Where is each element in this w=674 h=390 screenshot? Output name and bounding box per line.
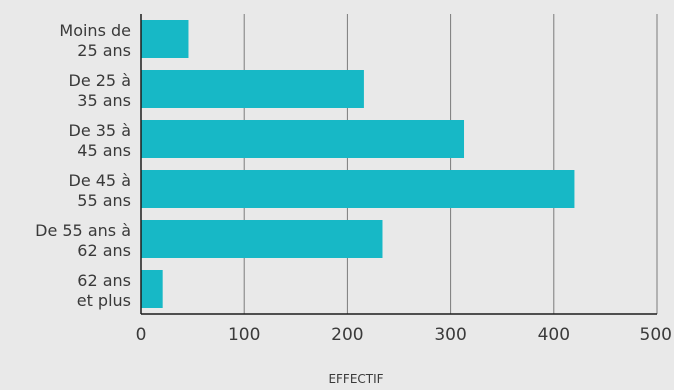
x-tick-labels: 0 100 200 300 400 500 (136, 325, 672, 345)
bar (141, 120, 465, 158)
category-labels: Moins de 25 ans De 25 à 35 ans De 35 à 45 ans… (35, 21, 131, 310)
category-label-line: De 55 ans à (35, 221, 131, 240)
x-tick-label: 200 (331, 325, 363, 345)
category-label-line: et plus (77, 291, 131, 310)
bar (141, 220, 383, 258)
x-tick-label: 0 (136, 325, 147, 345)
category-label-line: De 45 à (69, 171, 132, 190)
bar (141, 20, 189, 58)
x-tick-label: 100 (228, 325, 260, 345)
category-label-line: De 25 à (69, 71, 132, 90)
category-label: De 45 à 55 ans (69, 171, 132, 210)
category-label-line: De 35 à (69, 121, 132, 140)
x-tick-label: 300 (434, 325, 466, 345)
category-label: De 55 ans à 62 ans (35, 221, 131, 260)
category-label-line: 45 ans (77, 141, 131, 160)
x-axis-title: EFFECTIF (328, 372, 383, 386)
bar (141, 270, 163, 308)
x-tick-label: 500 (640, 325, 672, 345)
category-label: De 35 à 45 ans (69, 121, 132, 160)
category-label: 62 ans et plus (77, 271, 131, 310)
bars (141, 20, 575, 308)
category-label-line: 62 ans (77, 271, 131, 290)
category-label-line: 25 ans (77, 41, 131, 60)
x-tick-label: 400 (538, 325, 570, 345)
axes (140, 14, 657, 315)
category-label-line: 35 ans (77, 91, 131, 110)
category-label-line: Moins de (59, 21, 131, 40)
category-label-line: 62 ans (77, 241, 131, 260)
bar (141, 170, 575, 208)
bar (141, 70, 364, 108)
category-label-line: 55 ans (77, 191, 131, 210)
category-label: Moins de 25 ans (59, 21, 131, 60)
grid-lines (243, 14, 658, 314)
category-label: De 25 à 35 ans (69, 71, 132, 110)
